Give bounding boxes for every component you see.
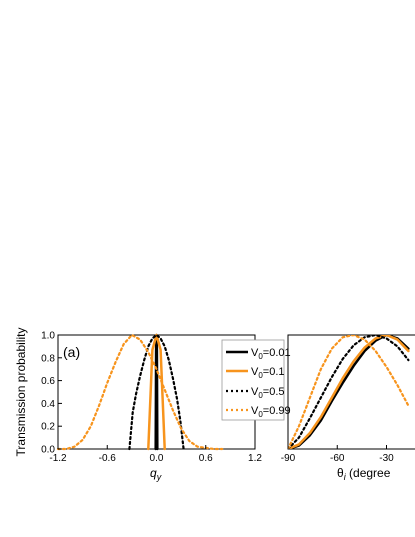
panel-a-series	[56, 333, 224, 451]
x-tick-label-a: -0.6	[99, 453, 117, 464]
panel-a-tag: (a)	[63, 344, 80, 360]
legend-label-v0-099: V0=0.99	[251, 405, 291, 419]
series-line-a-v0-0-01	[154, 333, 159, 451]
panel-a-y-ticks: 0.0 0.2 0.4 0.6 0.8 1.0	[41, 331, 62, 456]
legend-entry-v0-099: V0=0.99	[226, 405, 291, 419]
x-tick-label-a: 0.0	[150, 453, 164, 464]
legend-entry-v0-05: V0=0.5	[226, 386, 285, 400]
panel-b-x-axis-label: θi (degree	[337, 466, 391, 482]
series-line-b-v0-0-99	[288, 335, 410, 449]
legend-label-v0-01: V0=0.1	[251, 366, 285, 380]
y-tick-label-a: 0.6	[41, 376, 55, 387]
panel-a-y-axis-label: Transmission probability	[14, 328, 28, 457]
panel-b-x-ticks: -90 -60 -30	[281, 445, 394, 464]
series-line-b-v0-0-5	[288, 335, 410, 449]
x-tick-label-b: -60	[330, 453, 345, 464]
y-tick-label-a: 0.0	[41, 445, 55, 456]
series-line-b-v0-0-1	[288, 335, 410, 449]
y-tick-label-a: 0.2	[41, 422, 55, 433]
legend-label-v0-001: V0=0.01	[251, 347, 291, 361]
x-tick-label-a: -1.2	[49, 453, 67, 464]
legend: V0=0.01 V0=0.1 V0=0.5 V0=0.99	[221, 339, 291, 421]
y-tick-label-a: 0.4	[41, 399, 55, 410]
x-tick-label-b: -90	[281, 453, 296, 464]
panel-a: -1.2 -0.6 0.0 0.6 1.2 0.0 0.2 0.4 0.6 0.8 1.0 (a)…	[14, 328, 262, 482]
panel-b-series	[288, 335, 410, 449]
legend-box	[221, 339, 285, 421]
series-line-a-v0-0-5	[128, 333, 185, 451]
y-tick-label-a: 0.8	[41, 353, 55, 364]
x-tick-label-a: 1.2	[248, 453, 262, 464]
panel-a-x-axis-label: qy	[150, 466, 162, 482]
panel-b: -90 -60 -30 θi (degree	[281, 334, 415, 482]
y-tick-label-a: 1.0	[41, 331, 55, 342]
x-tick-label-b: -30	[379, 453, 394, 464]
series-line-a-v0-0-99	[56, 333, 224, 451]
legend-entry-v0-01: V0=0.1	[226, 366, 285, 380]
x-tick-label-a: 0.6	[199, 453, 213, 464]
panel-b-frame	[287, 334, 415, 450]
legend-entry-v0-001: V0=0.01	[226, 347, 291, 361]
legend-label-v0-05: V0=0.5	[251, 386, 285, 400]
panel-a-x-ticks: -1.2 -0.6 0.0 0.6 1.2	[49, 445, 262, 464]
